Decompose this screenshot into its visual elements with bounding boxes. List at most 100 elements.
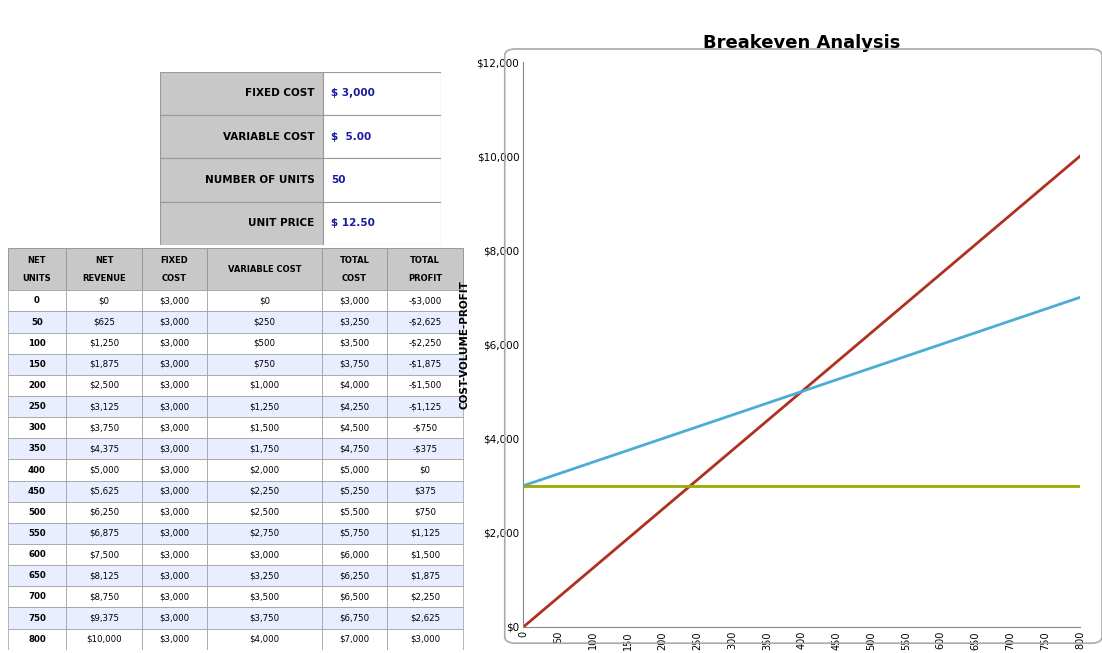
FancyBboxPatch shape	[387, 460, 463, 481]
Text: 400: 400	[28, 466, 46, 475]
FancyBboxPatch shape	[142, 311, 207, 332]
Text: $1,000: $1,000	[249, 381, 280, 390]
Text: REVENUE: REVENUE	[83, 274, 126, 283]
FancyBboxPatch shape	[142, 544, 207, 565]
FancyBboxPatch shape	[142, 438, 207, 460]
Text: NET: NET	[28, 256, 46, 265]
Text: $3,000: $3,000	[160, 529, 190, 538]
Text: $3,000: $3,000	[160, 317, 190, 326]
FancyBboxPatch shape	[322, 544, 387, 565]
Text: 800: 800	[29, 635, 46, 644]
Text: $1,875: $1,875	[89, 360, 119, 369]
Text: $3,000: $3,000	[160, 296, 190, 306]
FancyBboxPatch shape	[8, 248, 66, 291]
Text: $1,250: $1,250	[249, 402, 280, 411]
Text: $3,250: $3,250	[339, 317, 369, 326]
Text: $3,000: $3,000	[410, 635, 440, 644]
Text: $4,750: $4,750	[339, 445, 369, 453]
Text: $5,250: $5,250	[339, 486, 369, 496]
FancyBboxPatch shape	[387, 311, 463, 332]
FancyBboxPatch shape	[66, 607, 142, 629]
FancyBboxPatch shape	[207, 248, 322, 291]
Text: $2,500: $2,500	[249, 508, 280, 517]
Text: 550: 550	[29, 529, 46, 538]
FancyBboxPatch shape	[142, 332, 207, 354]
Text: $3,000: $3,000	[160, 360, 190, 369]
Text: VARIABLE COST: VARIABLE COST	[228, 264, 301, 274]
Text: 250: 250	[29, 402, 46, 411]
Text: NUMBER OF UNITS: NUMBER OF UNITS	[205, 175, 314, 185]
FancyBboxPatch shape	[8, 565, 66, 586]
Text: $1,875: $1,875	[410, 571, 440, 581]
FancyBboxPatch shape	[66, 248, 142, 291]
FancyBboxPatch shape	[322, 502, 387, 523]
FancyBboxPatch shape	[66, 375, 142, 396]
FancyBboxPatch shape	[207, 481, 322, 502]
FancyBboxPatch shape	[387, 502, 463, 523]
FancyBboxPatch shape	[142, 396, 207, 417]
Text: $2,500: $2,500	[89, 381, 119, 390]
Text: $4,500: $4,500	[339, 423, 369, 432]
FancyBboxPatch shape	[160, 159, 323, 202]
FancyBboxPatch shape	[8, 502, 66, 523]
Text: $3,000: $3,000	[160, 571, 190, 581]
Text: $6,250: $6,250	[89, 508, 119, 517]
Text: $3,000: $3,000	[160, 423, 190, 432]
FancyBboxPatch shape	[142, 417, 207, 438]
FancyBboxPatch shape	[387, 375, 463, 396]
Text: $3,000: $3,000	[160, 445, 190, 453]
FancyBboxPatch shape	[207, 586, 322, 607]
Text: $1,500: $1,500	[410, 550, 440, 559]
Text: 0: 0	[34, 296, 40, 306]
Text: 500: 500	[29, 508, 46, 517]
Text: 100: 100	[29, 339, 46, 347]
Text: $6,250: $6,250	[339, 571, 369, 581]
Text: $8,125: $8,125	[89, 571, 119, 581]
FancyBboxPatch shape	[323, 202, 441, 245]
Text: $625: $625	[93, 317, 115, 326]
FancyBboxPatch shape	[66, 460, 142, 481]
Text: $2,625: $2,625	[410, 614, 440, 622]
FancyBboxPatch shape	[8, 607, 66, 629]
FancyBboxPatch shape	[160, 202, 323, 245]
FancyBboxPatch shape	[322, 629, 387, 650]
FancyBboxPatch shape	[207, 565, 322, 586]
FancyBboxPatch shape	[66, 481, 142, 502]
Text: $3,750: $3,750	[89, 423, 119, 432]
FancyBboxPatch shape	[322, 311, 387, 332]
Text: $750: $750	[414, 508, 436, 517]
Text: $8,750: $8,750	[89, 592, 119, 601]
FancyBboxPatch shape	[387, 396, 463, 417]
FancyBboxPatch shape	[142, 375, 207, 396]
FancyBboxPatch shape	[66, 544, 142, 565]
FancyBboxPatch shape	[8, 481, 66, 502]
FancyBboxPatch shape	[66, 438, 142, 460]
FancyBboxPatch shape	[387, 607, 463, 629]
Text: $7,000: $7,000	[339, 635, 369, 644]
Text: $4,000: $4,000	[249, 635, 280, 644]
FancyBboxPatch shape	[160, 115, 323, 159]
FancyBboxPatch shape	[66, 565, 142, 586]
FancyBboxPatch shape	[207, 417, 322, 438]
FancyBboxPatch shape	[142, 354, 207, 375]
FancyBboxPatch shape	[322, 460, 387, 481]
FancyBboxPatch shape	[66, 417, 142, 438]
Text: $ 3,000: $ 3,000	[332, 88, 375, 99]
FancyBboxPatch shape	[8, 375, 66, 396]
Text: -$2,250: -$2,250	[409, 339, 442, 347]
Text: $5,750: $5,750	[339, 529, 369, 538]
Text: $3,125: $3,125	[89, 402, 119, 411]
FancyBboxPatch shape	[323, 159, 441, 202]
FancyBboxPatch shape	[66, 523, 142, 544]
Text: $3,000: $3,000	[160, 614, 190, 622]
FancyBboxPatch shape	[387, 332, 463, 354]
Text: $6,875: $6,875	[89, 529, 119, 538]
Text: $3,500: $3,500	[339, 339, 369, 347]
Text: UNIT PRICE: UNIT PRICE	[248, 218, 314, 229]
FancyBboxPatch shape	[322, 481, 387, 502]
Text: $7,500: $7,500	[89, 550, 119, 559]
FancyBboxPatch shape	[8, 523, 66, 544]
FancyBboxPatch shape	[207, 311, 322, 332]
FancyBboxPatch shape	[142, 460, 207, 481]
FancyBboxPatch shape	[322, 438, 387, 460]
